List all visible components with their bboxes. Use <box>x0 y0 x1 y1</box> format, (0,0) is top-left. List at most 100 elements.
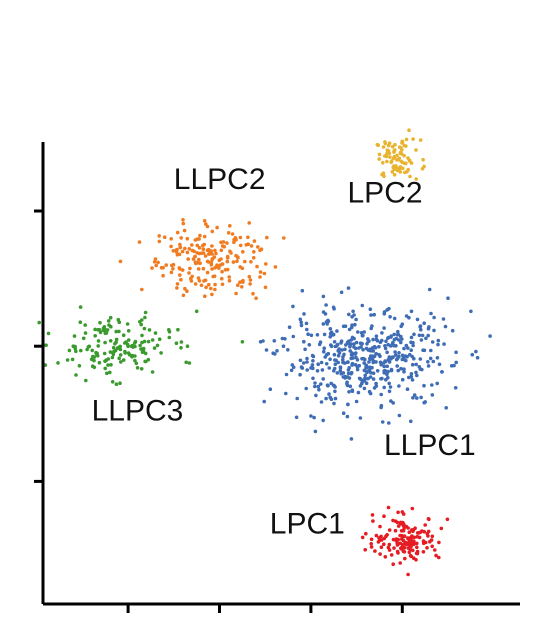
data-point <box>78 305 83 309</box>
data-point <box>381 160 385 165</box>
data-point <box>406 537 411 541</box>
data-point <box>197 246 202 250</box>
data-point <box>396 368 401 373</box>
data-point <box>350 323 354 328</box>
data-point <box>359 345 363 349</box>
data-point <box>154 263 158 268</box>
data-point <box>400 533 404 538</box>
data-point <box>81 336 86 341</box>
data-point <box>415 317 420 322</box>
data-point <box>298 317 303 322</box>
data-point <box>142 326 147 331</box>
data-point <box>371 360 376 365</box>
data-point <box>233 236 238 240</box>
data-point <box>394 353 398 357</box>
cluster-llpc3 <box>37 305 245 387</box>
data-point <box>397 351 401 355</box>
data-point <box>113 348 118 353</box>
data-point <box>44 343 48 348</box>
data-point <box>302 312 306 316</box>
data-point <box>334 344 339 348</box>
data-point <box>397 338 401 342</box>
data-point <box>118 344 122 349</box>
data-point <box>93 327 97 332</box>
data-point <box>333 362 338 367</box>
data-point <box>374 337 379 342</box>
data-point <box>341 357 345 362</box>
data-point <box>386 342 391 347</box>
data-point <box>409 348 414 353</box>
data-point <box>332 384 337 388</box>
data-point <box>202 219 207 223</box>
data-point <box>328 331 333 336</box>
data-point <box>156 260 160 265</box>
data-point <box>78 320 83 325</box>
data-point <box>97 360 102 365</box>
data-point <box>194 309 199 314</box>
data-point <box>181 218 185 222</box>
data-point <box>108 370 112 375</box>
data-point <box>217 266 221 270</box>
data-point <box>409 419 413 424</box>
data-point <box>139 322 143 327</box>
data-point <box>409 335 414 340</box>
data-point <box>412 356 416 361</box>
data-point <box>175 230 180 235</box>
data-point <box>404 137 409 142</box>
data-point <box>326 318 330 323</box>
data-point <box>351 356 355 360</box>
data-point <box>402 546 407 550</box>
data-point <box>383 359 388 364</box>
data-point <box>408 547 412 552</box>
data-point <box>102 325 107 329</box>
data-point <box>103 340 107 345</box>
data-point <box>411 137 415 141</box>
data-point <box>196 276 201 280</box>
data-point <box>355 367 360 372</box>
data-point <box>436 338 441 343</box>
data-point <box>435 381 440 386</box>
data-point <box>419 395 423 400</box>
data-point <box>383 346 388 351</box>
data-point <box>93 334 97 338</box>
data-point <box>383 154 387 158</box>
data-point <box>369 313 373 317</box>
data-point <box>123 349 127 354</box>
data-point <box>331 305 336 310</box>
axes <box>41 142 520 606</box>
data-point <box>370 513 375 517</box>
data-point <box>251 255 256 260</box>
data-point <box>185 344 190 349</box>
data-point <box>46 331 51 336</box>
data-point <box>225 256 230 260</box>
cluster-label-llpc2: LLPC2 <box>174 163 266 196</box>
data-point <box>105 371 109 376</box>
data-point <box>310 353 315 358</box>
data-point <box>391 355 395 359</box>
data-point <box>210 252 214 256</box>
data-point <box>305 327 309 332</box>
data-point <box>139 367 144 371</box>
data-point <box>130 355 134 359</box>
data-point <box>185 236 190 241</box>
data-point <box>262 399 267 404</box>
data-point <box>220 269 224 274</box>
data-point <box>147 328 152 332</box>
data-point <box>428 356 433 361</box>
data-point <box>445 517 450 522</box>
data-point <box>190 243 194 247</box>
data-point <box>371 519 375 523</box>
data-point <box>209 286 213 291</box>
data-point <box>222 244 226 249</box>
data-point <box>407 128 411 132</box>
data-point <box>423 523 428 527</box>
data-point <box>390 144 395 149</box>
data-point <box>393 528 398 533</box>
data-point <box>395 542 400 546</box>
data-point <box>109 363 113 367</box>
data-point <box>141 346 146 351</box>
data-point <box>187 247 192 251</box>
data-point <box>303 347 307 352</box>
data-point <box>329 381 334 386</box>
data-point <box>150 266 154 270</box>
